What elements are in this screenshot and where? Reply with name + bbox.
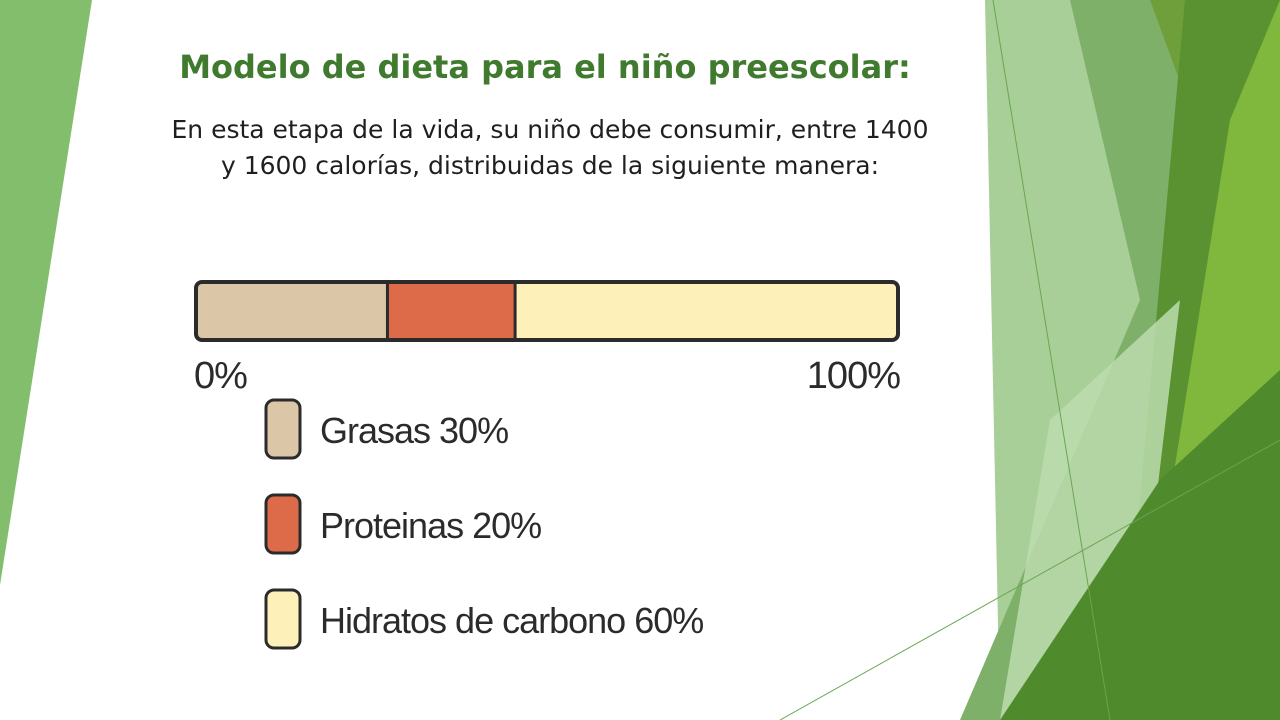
bar-segment-1 <box>196 282 388 340</box>
thin-line-b <box>779 439 1280 720</box>
subtitle-line-2: y 1600 calorías, distribuidas de la sigu… <box>220 151 880 180</box>
lower-dark-facet <box>1000 370 1280 720</box>
slide-title: Modelo de dieta para el niño preescolar: <box>179 48 911 86</box>
bar-segment-2 <box>387 282 516 340</box>
subtitle-line-1: En esta etapa de la vida, su niño debe c… <box>171 115 929 144</box>
legend-swatch-3 <box>264 588 302 650</box>
thin-line-a <box>992 0 1111 720</box>
stacked-bar-chart: 0% 100% Grasas 30% Proteinas 20% Hidratos … <box>194 280 901 650</box>
slide-subtitle: En esta etapa de la vida, su niño debe c… <box>60 112 1040 184</box>
bar-segment-3 <box>515 282 898 340</box>
tick-label-min: 0% <box>194 355 247 397</box>
legend-label-2: Proteinas 20% <box>320 505 541 546</box>
legend-swatch-2 <box>264 493 302 555</box>
tick-label-max: 100% <box>807 355 900 397</box>
legend-swatch-1 <box>264 398 302 460</box>
legend: Grasas 30% Proteinas 20% Hidratos de carbo… <box>264 398 704 650</box>
stacked-bar <box>194 280 900 342</box>
legend-label-3: Hidratos de carbono 60% <box>320 600 703 641</box>
left-green-band <box>0 0 92 585</box>
bar-outline <box>194 280 900 342</box>
legend-label-1: Grasas 30% <box>320 410 508 451</box>
